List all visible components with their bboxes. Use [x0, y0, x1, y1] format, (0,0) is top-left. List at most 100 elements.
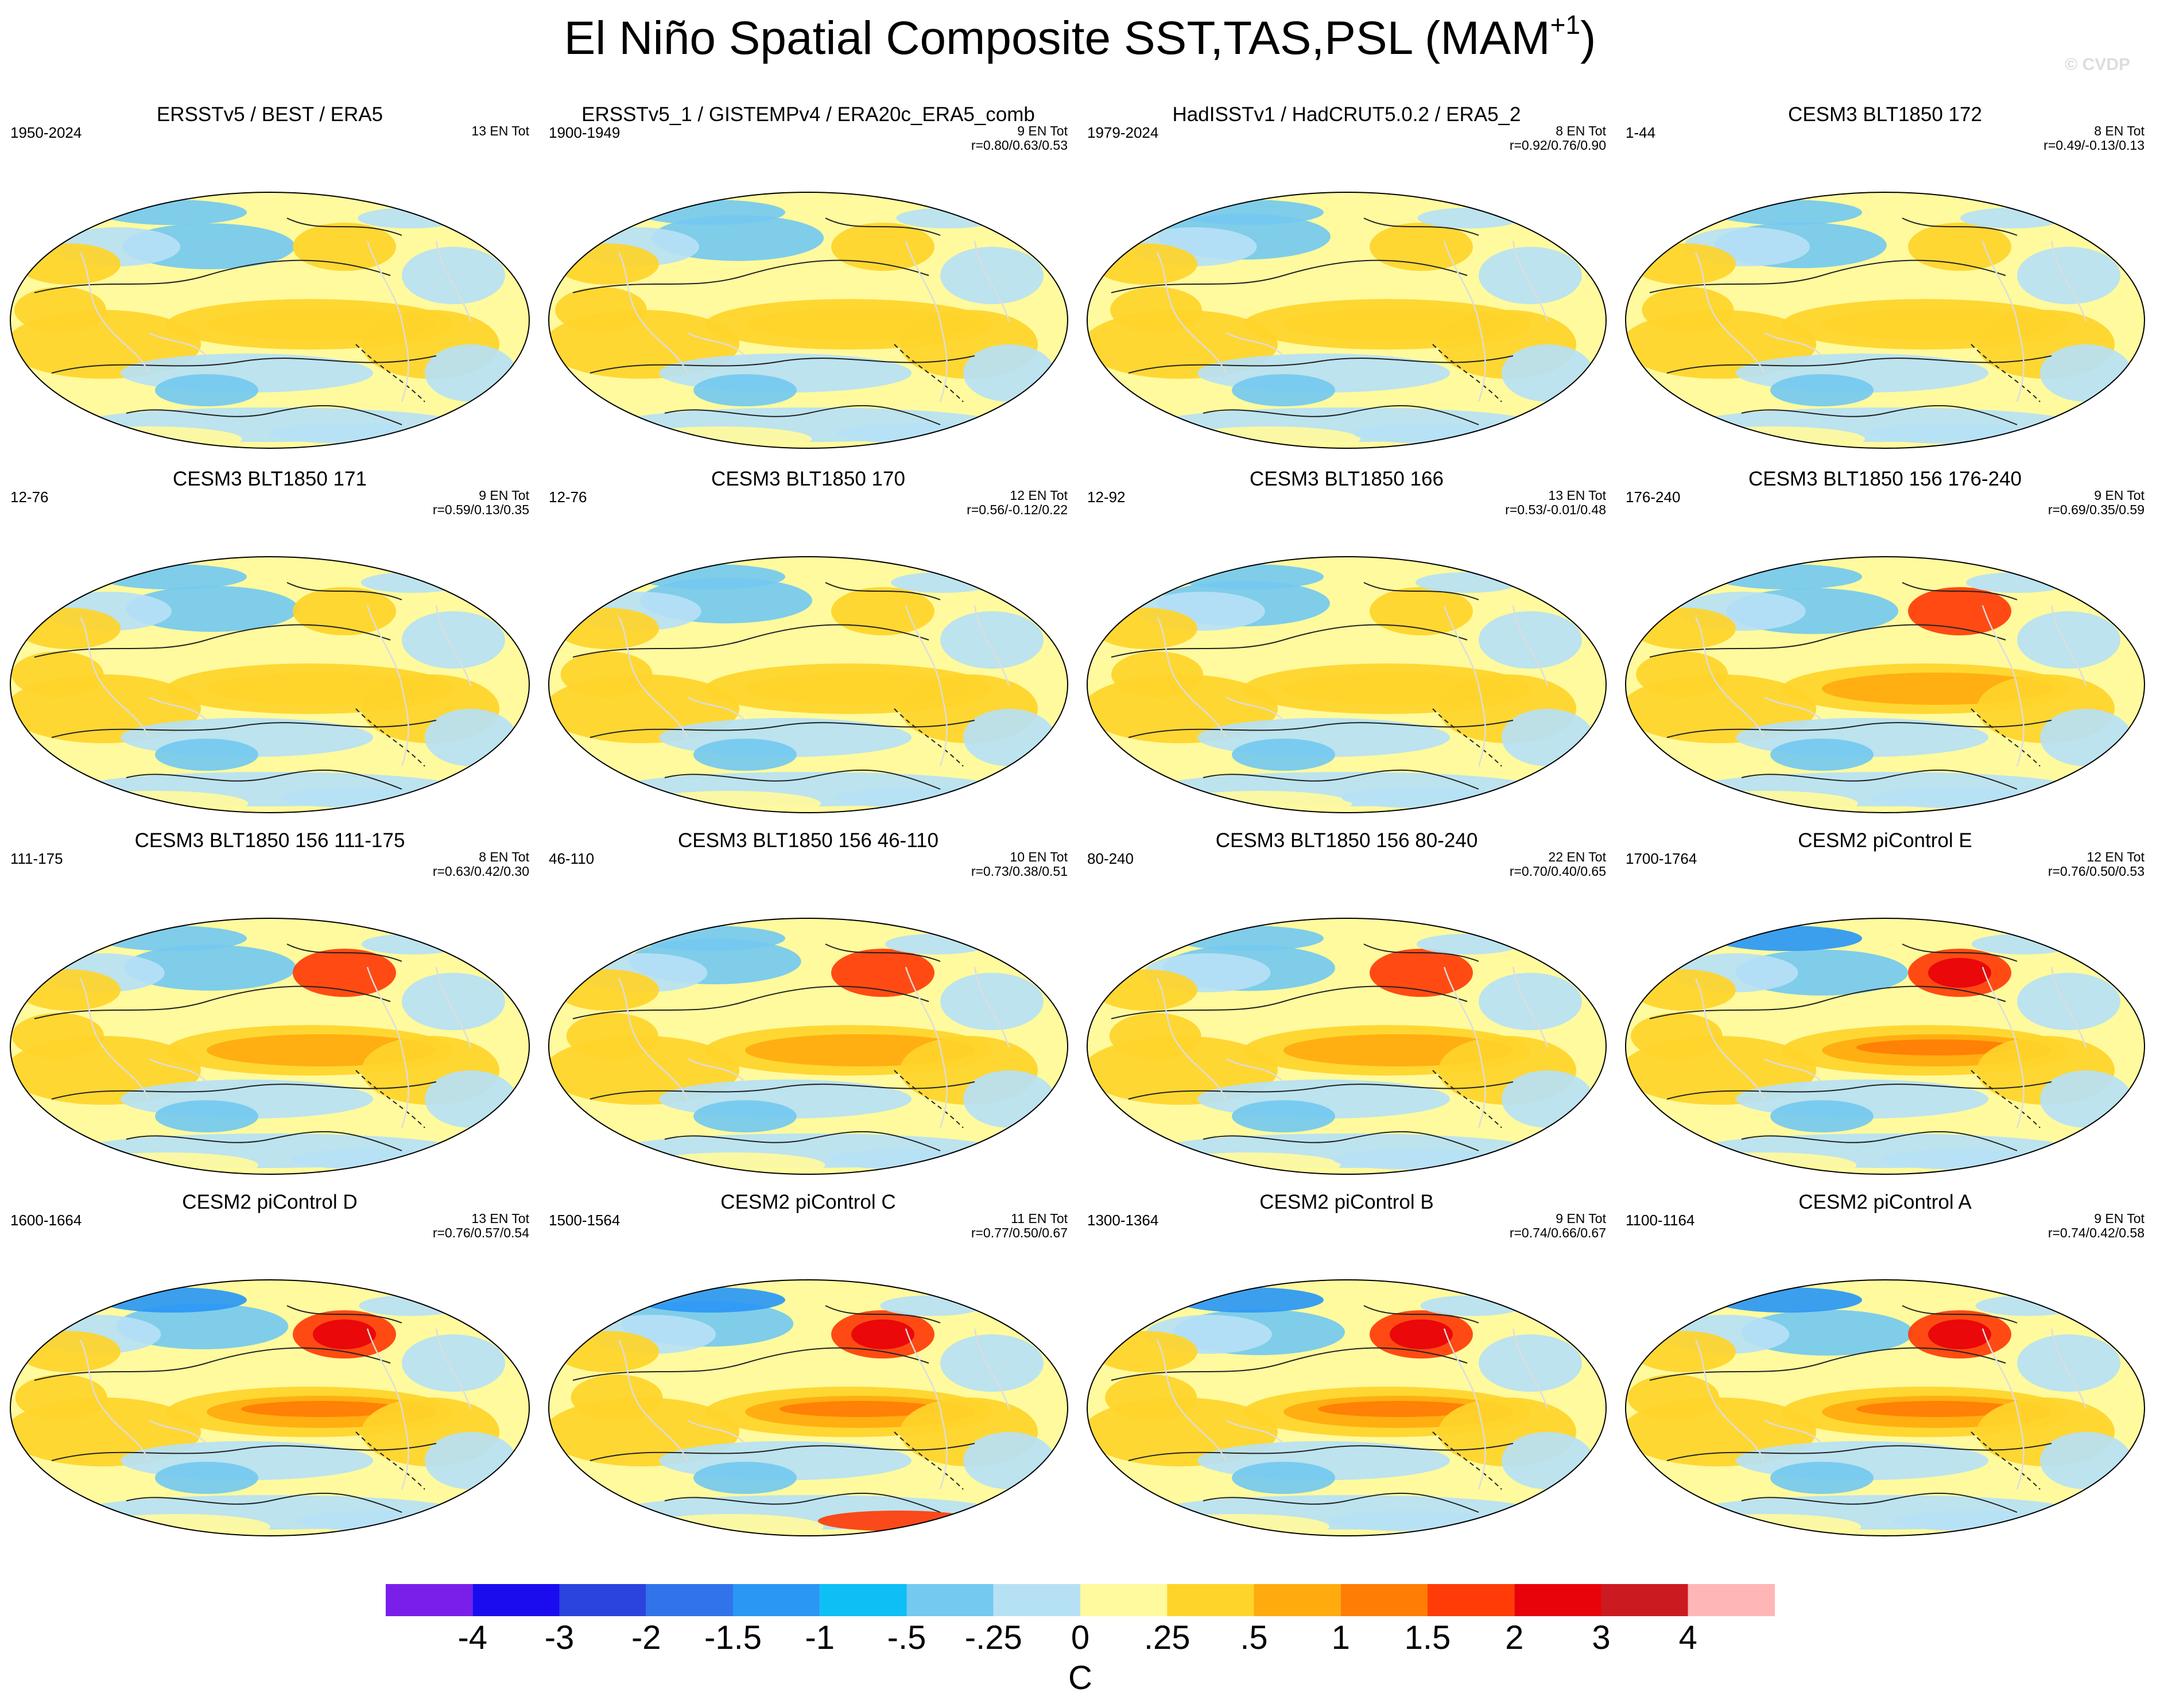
psl-contour — [355, 708, 425, 767]
panel-period: 12-92 — [1087, 488, 1126, 506]
coastline — [1694, 978, 1766, 1100]
map-panel: CESM3 BLT1850 156 176-240 176-240 9 EN Tot… — [1615, 468, 2155, 835]
coastline — [435, 966, 472, 1048]
panel-stats: 9 EN Tot r=0.80/0.63/0.53 — [971, 123, 1068, 153]
anomaly-blob — [402, 1334, 505, 1392]
event-count: 22 EN Tot — [1548, 849, 1606, 864]
psl-contour — [590, 1443, 975, 1461]
anomaly-blob — [963, 344, 1055, 402]
panel-title: CESM3 BLT1850 172 — [1788, 103, 1982, 126]
anomaly-blob — [940, 611, 1044, 669]
anomaly-blob — [1928, 958, 1991, 988]
pattern-correlation: r=0.77/0.50/0.67 — [971, 1225, 1068, 1241]
colorbar-boxes — [386, 1584, 1775, 1616]
anomaly-blob — [358, 208, 462, 228]
anomaly-blob — [1232, 1462, 1335, 1494]
coastline — [1156, 1340, 1227, 1461]
anomaly-blob — [1632, 608, 1736, 649]
psl-contour — [51, 720, 437, 738]
panel-stats: 9 EN Tot r=0.59/0.13/0.35 — [433, 488, 529, 518]
coastline — [1226, 332, 1284, 356]
anomaly-blob — [359, 1295, 463, 1316]
event-count: 10 EN Tot — [1010, 849, 1068, 864]
coastline — [1981, 240, 2025, 402]
event-count: 12 EN Tot — [2087, 849, 2145, 864]
anomaly-field — [1626, 557, 2145, 813]
anomaly-blob — [293, 949, 396, 997]
psl-contour — [590, 1081, 975, 1100]
panel-period: 1600-1664 — [10, 1212, 82, 1229]
anomaly-blob — [693, 1462, 797, 1494]
panel-stats: 9 EN Tot r=0.74/0.66/0.67 — [1510, 1211, 1606, 1241]
panel-title: CESM3 BLT1850 170 — [711, 468, 905, 490]
coastline — [149, 332, 207, 356]
anomaly-blob — [556, 608, 659, 649]
coastline — [79, 1340, 150, 1461]
anomaly-blob — [1318, 1401, 1479, 1417]
event-count: 9 EN Tot — [2094, 1211, 2145, 1226]
colorbar-box — [906, 1584, 994, 1616]
panel-title: CESM2 piControl D — [182, 1191, 358, 1213]
panel-stats: 13 EN Tot — [471, 123, 529, 138]
anomaly-blob — [556, 1331, 659, 1372]
panel-period: 80-240 — [1087, 850, 1134, 867]
psl-contour — [664, 1131, 941, 1151]
psl-contour — [894, 344, 964, 402]
psl-contour — [1203, 1131, 1479, 1151]
anomaly-blob — [155, 1100, 258, 1132]
panel-period: 46-110 — [549, 850, 595, 867]
coastline — [687, 332, 746, 356]
anomaly-blob — [1094, 608, 1197, 649]
event-count: 13 EN Tot — [471, 1211, 529, 1226]
anomaly-blob — [554, 287, 647, 333]
anomaly-blob — [313, 1319, 376, 1349]
psl-contour — [286, 944, 402, 962]
psl-contour — [1363, 582, 1479, 600]
colorbar-tick-label: 1 — [1331, 1619, 1350, 1656]
event-count: 12 EN Tot — [1010, 488, 1068, 503]
coastline — [435, 1328, 472, 1410]
anomaly-field — [549, 918, 1068, 1174]
coastline — [1694, 616, 1766, 738]
coastline — [366, 240, 409, 402]
colorbar-box — [1428, 1584, 1515, 1616]
pattern-correlation: r=0.63/0.42/0.30 — [432, 864, 529, 879]
psl-contour — [1432, 344, 1502, 402]
anomaly-blob — [1770, 1100, 1874, 1132]
psl-contour — [51, 355, 437, 374]
pattern-correlation: r=0.76/0.50/0.53 — [2047, 864, 2145, 879]
psl-contour — [1971, 1431, 2041, 1490]
robinson-map — [1625, 556, 2145, 813]
anomaly-blob — [1174, 926, 1324, 951]
coastline — [974, 966, 1010, 1048]
coastline — [974, 605, 1010, 686]
map-panel: CESM2 piControl A 1100-1164 9 EN Tot r=0.74… — [1615, 1191, 2155, 1558]
anomaly-field — [1626, 1280, 2145, 1536]
anomaly-blob — [1502, 709, 1593, 766]
colorbar-tick-label: -4 — [457, 1619, 488, 1656]
psl-contour — [34, 985, 391, 1019]
anomaly-blob — [1632, 969, 1736, 1011]
psl-contour — [286, 582, 402, 600]
psl-contour — [1128, 720, 1514, 738]
coastline — [974, 240, 1010, 322]
panel-title: CESM3 BLT1850 156 80-240 — [1215, 829, 1478, 852]
anomaly-blob — [963, 1070, 1055, 1128]
colorbar-box — [559, 1584, 646, 1616]
anomaly-blob — [17, 1331, 121, 1372]
anomaly-blob — [425, 1070, 517, 1128]
anomaly-blob — [17, 969, 121, 1011]
anomaly-blob — [402, 973, 505, 1030]
psl-contour — [1432, 708, 1502, 767]
anomaly-blob — [1673, 1152, 1857, 1174]
anomaly-blob — [12, 1013, 104, 1059]
anomaly-blob — [1105, 1375, 1197, 1420]
psl-contour — [1741, 405, 2018, 425]
robinson-map — [1625, 1279, 2145, 1536]
anomaly-blob — [1502, 1070, 1593, 1128]
anomaly-blob — [291, 1149, 452, 1170]
watermark: © CVDP — [2065, 55, 2130, 74]
event-count: 8 EN Tot — [1556, 123, 1606, 138]
anomaly-blob — [831, 587, 934, 635]
map-panel: CESM3 BLT1850 170 12-76 12 EN Tot r=0.56/-0… — [538, 468, 1078, 835]
